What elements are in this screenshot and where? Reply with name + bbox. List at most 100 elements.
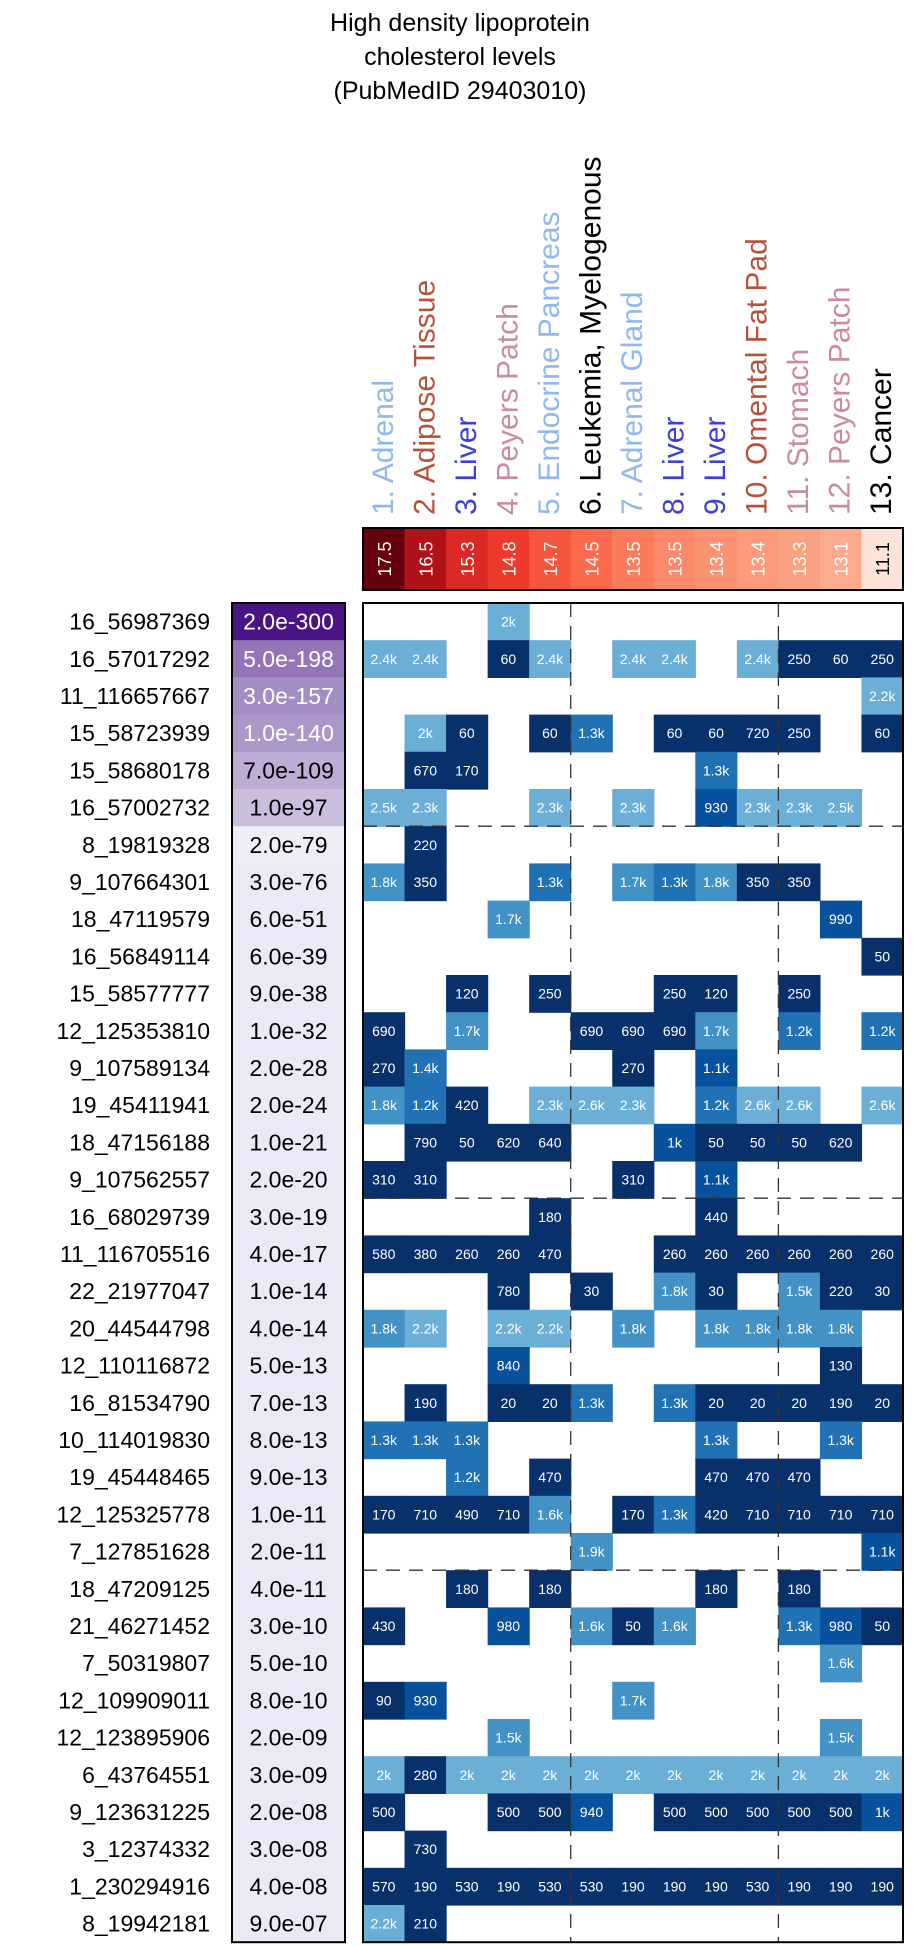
heatmap-cell (363, 1161, 406, 1199)
cell-label: 430 (372, 1618, 396, 1634)
pvalue-cell (232, 1161, 345, 1199)
heatmap-cell (653, 640, 696, 678)
heatmap-cell (695, 714, 738, 753)
pvalue-cell (232, 1272, 345, 1311)
score-cell (612, 528, 655, 590)
heatmap-cell (819, 1384, 863, 1422)
cell-label: 260 (704, 1246, 728, 1262)
cell-label: 2.4k (620, 651, 647, 667)
chart-title-line: High density lipoprotein (330, 9, 590, 37)
heatmap-cell (404, 863, 447, 902)
cell-label: 90 (376, 1692, 392, 1708)
heatmap-cell (404, 1421, 447, 1460)
chart-title: High density lipoprotein cholesterol leve… (330, 9, 590, 105)
heatmap-cell (612, 1681, 655, 1720)
cell-label: 1.9k (578, 1544, 605, 1560)
pvalue-label: 2.0e-24 (249, 1092, 327, 1118)
heatmap-cell (404, 1049, 447, 1088)
cell-label: 420 (704, 1506, 728, 1522)
cell-label: 2k (418, 725, 434, 741)
cell-label: 1.8k (371, 874, 398, 890)
heatmap-cell (819, 1793, 863, 1832)
heatmap-cell (363, 640, 406, 678)
heatmap-cell (695, 1384, 738, 1422)
cell-label: 180 (538, 1581, 562, 1597)
pvalue-cell (232, 714, 345, 753)
column-label: 10. Omental Fat Pad (741, 238, 774, 515)
row-label: 15_58577777 (69, 981, 210, 1007)
heatmap-cell (695, 1421, 738, 1460)
row-label: 7_127851628 (69, 1539, 210, 1565)
heatmap-cell (363, 1905, 406, 1943)
cell-label: 2.4k (371, 651, 398, 667)
pvalue-label: 5.0e-10 (249, 1650, 327, 1676)
score-cell (778, 528, 821, 590)
cell-label: 250 (663, 986, 687, 1002)
cell-label: 2k (792, 1767, 808, 1783)
heatmap-cell (695, 1123, 738, 1162)
column-label: 5. Endocrine Pancreas (533, 211, 566, 515)
heatmap-cell (778, 1458, 821, 1497)
heatmap-cell (778, 1086, 821, 1125)
heatmap-cell (404, 1161, 447, 1199)
cell-label: 60 (833, 651, 849, 667)
column-label: 9. Liver (699, 417, 732, 515)
pvalue-cell (232, 1793, 345, 1832)
score-label: 13.1 (832, 541, 852, 576)
cell-label: 350 (414, 874, 438, 890)
heatmap-cell (819, 1347, 863, 1385)
cell-label: 2k (543, 1767, 559, 1783)
cell-label: 250 (787, 651, 811, 667)
heatmap-cell (861, 714, 904, 753)
cell-label: 260 (871, 1246, 895, 1262)
pvalue-label: 3.0e-08 (249, 1836, 327, 1862)
cell-label: 260 (746, 1246, 770, 1262)
cell-label: 250 (787, 725, 811, 741)
heatmap-cell (487, 640, 530, 678)
row-label: 12_125353810 (57, 1018, 211, 1044)
pvalue-cell (232, 863, 345, 902)
pvalue-label: 7.0e-109 (243, 757, 334, 783)
cell-label: 30 (584, 1283, 600, 1299)
heatmap-cell (612, 1756, 655, 1794)
heatmap-cell (653, 1867, 696, 1906)
cell-label: 690 (580, 1023, 604, 1039)
cell-label: 280 (414, 1767, 438, 1783)
heatmap-cell (653, 975, 696, 1013)
cell-label: 260 (663, 1246, 687, 1262)
heatmap-cell (819, 789, 863, 827)
cell-label: 1.1k (703, 1172, 730, 1188)
score-strip-border (362, 527, 904, 591)
heatmap-cell (695, 1198, 738, 1236)
score-cell (529, 528, 572, 590)
cell-label: 1.6k (578, 1618, 605, 1634)
score-label: 13.5 (624, 541, 644, 576)
pvalue-label: 4.0e-17 (249, 1241, 327, 1267)
heatmap-cell (778, 1123, 821, 1162)
heatmap-cell (404, 1384, 447, 1422)
cell-label: 2k (875, 1767, 891, 1783)
heatmap-cell (363, 1793, 406, 1832)
heatmap-cell (778, 789, 821, 827)
heatmap-cell (612, 640, 655, 678)
cell-label: 1.8k (371, 1097, 398, 1113)
heatmap-cell (404, 1235, 447, 1274)
cell-label: 710 (497, 1506, 521, 1522)
cell-label: 980 (829, 1618, 853, 1634)
row-label: 19_45411941 (71, 1092, 210, 1118)
pvalue-label: 9.0e-07 (249, 1911, 327, 1937)
cell-label: 20 (708, 1395, 724, 1411)
heatmap-cell (778, 1793, 821, 1832)
heatmap-cell (653, 1384, 696, 1422)
row-label: 9_107664301 (69, 869, 210, 895)
heatmap-cell (861, 1607, 904, 1646)
heatmap-cell (819, 1719, 863, 1757)
pvalue-cell (232, 1198, 345, 1236)
cell-label: 1.2k (869, 1023, 896, 1039)
pvalue-label: 2.0e-28 (249, 1055, 327, 1081)
heatmap-cell (529, 640, 572, 678)
pvalue-label: 1.0e-21 (249, 1129, 327, 1155)
cell-label: 670 (414, 762, 438, 778)
cell-label: 20 (501, 1395, 517, 1411)
heatmap-cell (529, 1086, 572, 1125)
